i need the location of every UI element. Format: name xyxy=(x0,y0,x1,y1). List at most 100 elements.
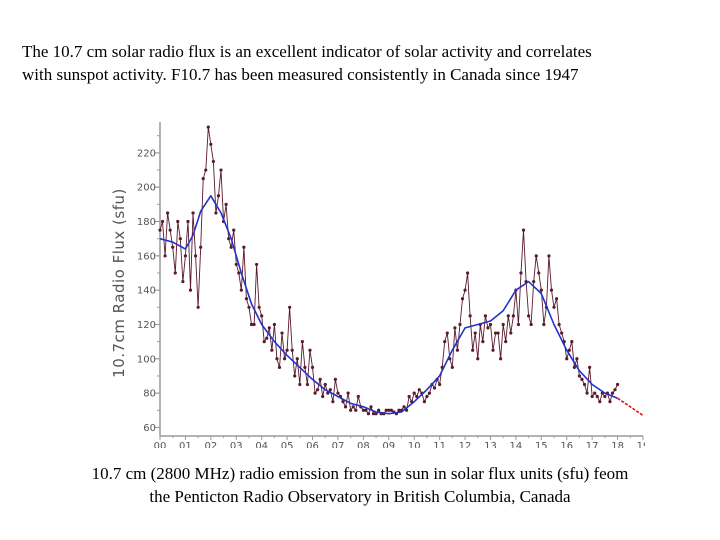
monthly-data-point xyxy=(209,142,213,146)
monthly-data-point xyxy=(603,394,607,399)
monthly-data-point xyxy=(521,228,526,232)
monthly-data-point xyxy=(534,254,538,258)
monthly-data-point xyxy=(181,279,185,284)
monthly-data-point xyxy=(216,194,221,198)
monthly-data-point xyxy=(300,340,304,344)
monthly-data-point xyxy=(298,382,302,387)
monthly-data-point xyxy=(493,331,498,335)
monthly-data-point xyxy=(453,326,457,330)
monthly-data-point xyxy=(613,388,617,392)
monthly-data-point xyxy=(577,374,582,378)
monthly-data-point xyxy=(364,408,368,412)
monthly-data-point xyxy=(590,394,594,399)
y-tick-label: 120 xyxy=(137,320,156,331)
x-tick-label: 06 xyxy=(306,441,319,448)
monthly-data-point xyxy=(483,314,487,318)
monthly-series-line xyxy=(159,126,619,415)
monthly-data-point xyxy=(333,377,338,381)
monthly-data-point xyxy=(397,408,401,412)
smoothed-series-line xyxy=(159,195,618,415)
x-tick-label: 16 xyxy=(560,441,573,448)
y-tick-label: 140 xyxy=(137,286,156,297)
monthly-data-point xyxy=(183,254,188,258)
monthly-data-point xyxy=(160,219,165,224)
monthly-data-point xyxy=(570,340,574,344)
monthly-data-point xyxy=(323,382,327,387)
monthly-data-point xyxy=(171,245,175,249)
monthly-data-point xyxy=(280,331,284,335)
monthly-data-point xyxy=(290,348,294,352)
monthly-data-point xyxy=(460,297,465,301)
series-layer xyxy=(158,125,644,417)
y-tick-label: 180 xyxy=(137,217,156,228)
caption-bottom-line-2: the Penticton Radio Observatory in Briti… xyxy=(149,487,571,506)
monthly-data-point xyxy=(249,322,254,327)
monthly-data-point xyxy=(476,357,480,361)
monthly-data-point xyxy=(316,388,320,392)
monthly-data-point xyxy=(356,394,360,399)
monthly-data-point xyxy=(575,357,579,361)
monthly-data-point xyxy=(389,408,393,412)
y-tick-label: 100 xyxy=(137,354,156,365)
monthly-data-point xyxy=(377,408,381,412)
monthly-data-point xyxy=(234,262,238,267)
monthly-data-point xyxy=(588,365,592,369)
monthly-data-point xyxy=(572,365,576,369)
y-tick-label: 160 xyxy=(137,251,156,262)
monthly-data-point xyxy=(560,331,564,335)
monthly-data-point xyxy=(305,382,310,387)
monthly-data-point xyxy=(468,314,472,318)
monthly-data-point xyxy=(527,314,531,318)
monthly-data-point xyxy=(539,288,543,292)
monthly-data-point xyxy=(369,405,373,409)
monthly-data-point xyxy=(511,314,515,318)
monthly-data-point xyxy=(481,340,485,344)
monthly-data-point xyxy=(224,202,228,206)
monthly-data-point xyxy=(432,386,437,390)
monthly-data-point xyxy=(422,400,426,404)
x-tick-label: 17 xyxy=(586,441,599,448)
monthly-data-point xyxy=(443,340,447,344)
monthly-data-point xyxy=(554,297,559,301)
monthly-data-point xyxy=(585,391,589,395)
monthly-data-point xyxy=(565,357,569,361)
monthly-data-point xyxy=(438,382,442,387)
monthly-data-point xyxy=(270,348,274,352)
monthly-data-point xyxy=(506,314,510,318)
monthly-data-point xyxy=(214,211,218,215)
monthly-data-point xyxy=(407,394,411,399)
y-tick-label: 220 xyxy=(137,148,156,159)
monthly-data-point xyxy=(211,159,215,164)
monthly-data-point xyxy=(529,322,533,327)
monthly-data-point xyxy=(247,305,251,309)
monthly-data-point xyxy=(227,237,231,241)
monthly-data-point xyxy=(542,322,546,327)
monthly-data-point xyxy=(206,125,210,129)
monthly-data-point xyxy=(293,374,297,378)
monthly-data-point xyxy=(277,365,282,369)
monthly-data-point xyxy=(552,305,556,309)
x-tick-label: 05 xyxy=(281,441,294,448)
y-axis-ticks: 60 80 100 120 140 160 180 200 220 xyxy=(137,135,160,434)
monthly-data-point xyxy=(186,219,190,224)
x-tick-label: 09 xyxy=(382,441,395,448)
monthly-data-point xyxy=(336,391,340,395)
monthly-data-point xyxy=(473,331,477,335)
x-tick-label: 15 xyxy=(535,441,548,448)
monthly-data-point xyxy=(260,314,264,318)
monthly-data-point xyxy=(491,348,495,352)
monthly-data-point xyxy=(255,262,259,267)
monthly-data-point xyxy=(265,336,269,340)
monthly-data-point xyxy=(321,394,325,399)
monthly-data-point xyxy=(366,412,371,416)
monthly-data-point xyxy=(201,177,205,181)
caption-top-line-2: with sunspot activity. F10.7 has been me… xyxy=(22,65,579,84)
y-axis-label: 10.7cm Radio Flux (sfu) xyxy=(110,188,128,378)
monthly-data-point xyxy=(486,326,490,330)
monthly-data-point xyxy=(384,408,388,412)
x-tick-label: 14 xyxy=(510,441,523,448)
monthly-data-point xyxy=(557,322,561,327)
monthly-data-point xyxy=(328,388,332,392)
monthly-data-point xyxy=(166,211,170,215)
monthly-data-point xyxy=(303,365,307,369)
